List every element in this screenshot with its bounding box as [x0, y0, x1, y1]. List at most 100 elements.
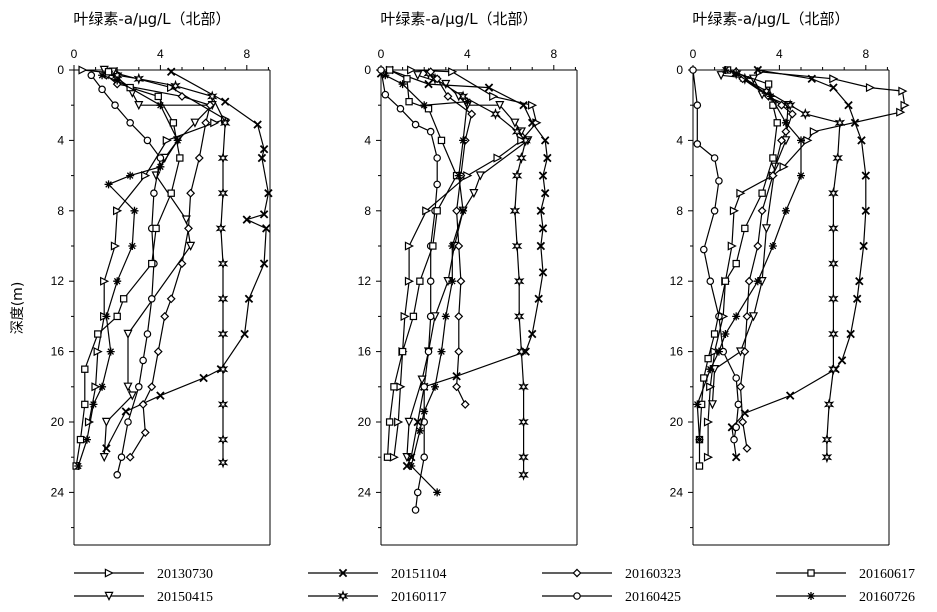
data-point — [454, 347, 464, 357]
data-point — [520, 134, 531, 147]
series-line — [108, 72, 226, 463]
data-point — [170, 79, 181, 92]
series-line — [735, 71, 794, 449]
data-point — [689, 66, 697, 74]
data-point — [217, 151, 229, 165]
data-point — [385, 418, 394, 426]
data-point — [736, 188, 746, 198]
data-point — [242, 215, 252, 224]
legend-item-20160617: 20160617 — [776, 567, 915, 582]
data-point — [217, 187, 229, 200]
data-point — [156, 391, 165, 400]
data-point — [527, 118, 537, 128]
data-point — [493, 153, 503, 163]
y-tick-label: 8 — [364, 204, 371, 218]
data-point — [383, 453, 392, 461]
data-point — [766, 92, 775, 101]
data-point — [706, 277, 715, 286]
data-point — [148, 259, 156, 268]
legend-marker — [104, 568, 114, 578]
data-point — [206, 90, 218, 103]
y-tick-label: 12 — [670, 274, 684, 288]
data-point — [219, 116, 231, 129]
legend-label: 20150415 — [157, 590, 213, 605]
data-point — [781, 118, 790, 127]
data-point — [87, 71, 96, 80]
data-point — [130, 206, 139, 215]
data-point — [400, 311, 410, 321]
series-20160323 — [101, 70, 215, 462]
data-point — [538, 171, 548, 180]
data-point — [797, 171, 805, 180]
data-point — [217, 456, 229, 469]
data-point — [850, 118, 860, 128]
x-tick-label: 8 — [243, 47, 250, 61]
data-point — [437, 136, 446, 145]
series-20160425 — [689, 66, 743, 444]
legend-marker — [807, 569, 815, 577]
data-point — [527, 100, 538, 110]
y-tick-label: 20 — [51, 415, 65, 429]
data-point — [437, 347, 446, 356]
data-point — [133, 72, 145, 85]
data-point — [113, 470, 122, 479]
data-point — [896, 107, 906, 117]
data-point — [828, 222, 839, 235]
data-point — [454, 241, 464, 251]
data-point — [742, 311, 752, 321]
data-point — [730, 435, 738, 444]
data-point — [454, 171, 463, 180]
legend-item-20130730: 20130730 — [74, 567, 213, 582]
y-tick-label: 16 — [670, 345, 684, 359]
series-20160117 — [423, 67, 531, 481]
data-point — [837, 356, 847, 365]
data-point — [405, 97, 413, 106]
legend-marker — [338, 568, 348, 578]
data-point — [441, 312, 450, 321]
data-point — [173, 136, 182, 145]
data-point — [381, 71, 390, 80]
data-point — [443, 91, 453, 101]
data-point — [489, 91, 499, 101]
data-point — [779, 162, 789, 172]
data-point — [518, 468, 529, 481]
data-point — [113, 312, 121, 321]
data-point — [184, 223, 193, 233]
data-point — [98, 382, 107, 391]
data-point — [707, 400, 718, 410]
data-point — [398, 347, 407, 356]
data-point — [456, 276, 466, 286]
data-point — [81, 400, 89, 409]
data-point — [104, 180, 113, 189]
series-line — [735, 72, 841, 458]
data-point — [517, 135, 527, 145]
data-point — [257, 153, 267, 163]
data-point — [516, 151, 527, 165]
legend-marker — [104, 591, 114, 601]
data-point — [448, 67, 458, 77]
x-tick-label: 0 — [378, 47, 385, 61]
data-point — [420, 101, 429, 110]
data-point — [521, 347, 530, 356]
series-20160617 — [383, 66, 461, 461]
data-point — [110, 241, 120, 251]
data-point — [511, 169, 523, 182]
y-tick-label: 20 — [670, 415, 684, 429]
data-point — [710, 330, 719, 338]
data-point — [859, 241, 868, 251]
data-point — [534, 294, 543, 304]
data-point — [102, 312, 111, 321]
data-point — [433, 154, 441, 162]
data-point — [511, 239, 523, 253]
panel-1: 叶绿素-a/μg/L（北部） 0 4 8 0 4 8 12 16 20 24 — [51, 10, 273, 546]
x-tick-label: 4 — [157, 47, 164, 61]
y-tick-label: 0 — [364, 63, 371, 77]
x-tick-label: 8 — [550, 47, 557, 61]
data-point — [828, 187, 839, 200]
data-point — [693, 400, 702, 409]
data-point — [787, 109, 797, 119]
series-line — [692, 69, 740, 440]
data-point — [409, 312, 418, 321]
data-point — [727, 241, 737, 251]
